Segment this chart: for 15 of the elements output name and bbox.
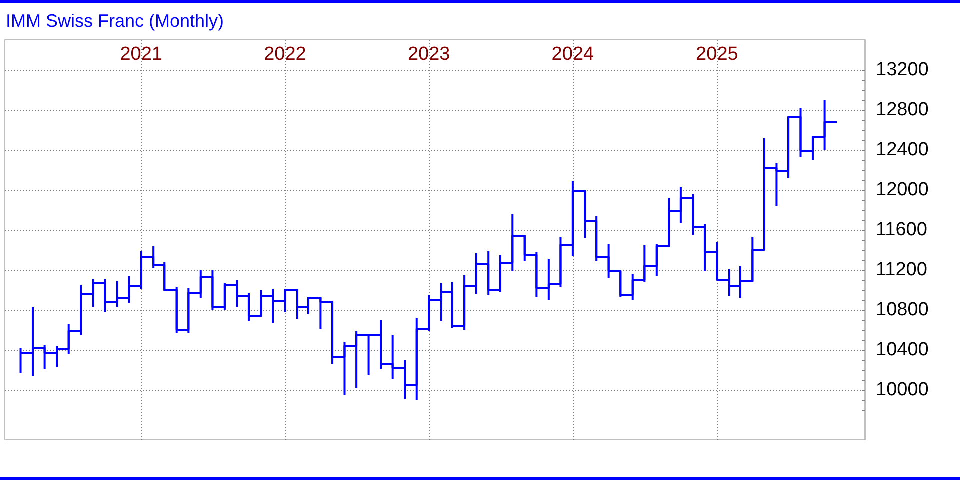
chart-title: IMM Swiss Franc (Monthly)	[6, 11, 224, 31]
y-tick-label: 12000	[876, 180, 929, 200]
x-tick-label: 2022	[264, 44, 306, 65]
y-tick-label: 10400	[876, 340, 929, 360]
y-tick-label: 10000	[876, 380, 929, 400]
x-tick-label: 2023	[408, 44, 450, 65]
y-tick-label: 10800	[876, 300, 929, 320]
y-tick-label: 11200	[876, 260, 928, 280]
x-tick-label: 2021	[120, 44, 163, 65]
y-tick-label: 11600	[876, 220, 928, 240]
x-tick-label: 2025	[696, 44, 738, 65]
y-tick-label: 12400	[876, 140, 929, 160]
y-tick-label: 12800	[876, 100, 929, 120]
y-tick-label: 13200	[876, 60, 929, 80]
x-tick-label: 2024	[552, 44, 595, 65]
